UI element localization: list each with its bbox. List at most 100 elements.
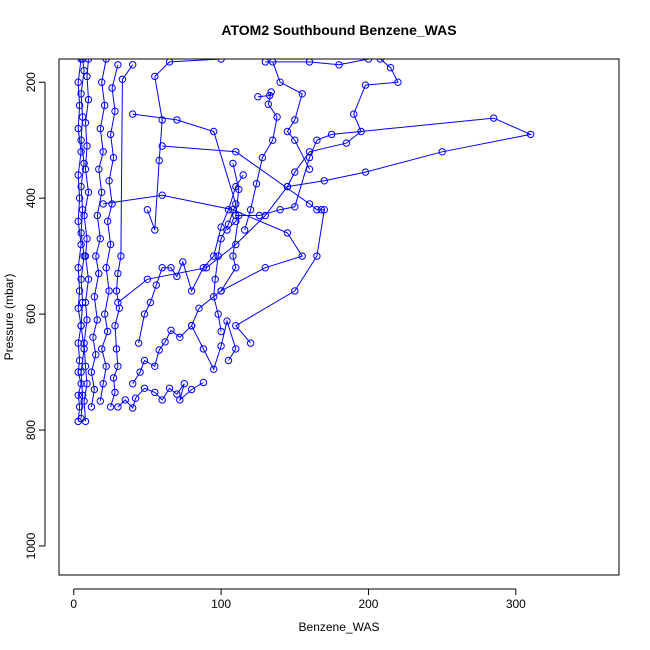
data-point bbox=[187, 287, 196, 295]
data-point bbox=[78, 59, 87, 63]
data-point bbox=[305, 200, 314, 208]
data-point bbox=[151, 72, 159, 81]
data-point bbox=[217, 342, 225, 350]
series-10 bbox=[143, 59, 225, 234]
data-point bbox=[105, 177, 113, 185]
data-point bbox=[313, 136, 321, 144]
data-point bbox=[81, 417, 90, 426]
data-point bbox=[258, 153, 267, 162]
data-point bbox=[217, 287, 225, 295]
data-point bbox=[102, 264, 110, 272]
data-point bbox=[167, 326, 175, 334]
data-point bbox=[269, 59, 277, 66]
series-line bbox=[117, 382, 204, 409]
data-point bbox=[101, 310, 109, 318]
data-point bbox=[111, 322, 119, 330]
series-line bbox=[220, 215, 240, 292]
data-point bbox=[210, 127, 218, 136]
data-point bbox=[77, 322, 85, 330]
series-line bbox=[265, 59, 369, 66]
data-point bbox=[158, 142, 166, 150]
y-tick-label: 1000 bbox=[24, 532, 38, 559]
series-line bbox=[132, 113, 237, 332]
data-point bbox=[81, 119, 90, 127]
series-19 bbox=[217, 211, 243, 295]
data-point bbox=[151, 388, 159, 397]
series-line bbox=[80, 59, 85, 419]
data-point bbox=[83, 380, 91, 388]
data-point bbox=[102, 362, 110, 370]
chart-title: ATOM2 Southbound Benzene_WAS bbox=[221, 22, 456, 38]
data-point bbox=[165, 59, 174, 66]
data-point bbox=[155, 346, 163, 354]
data-point bbox=[103, 327, 112, 336]
data-point bbox=[81, 252, 90, 260]
data-point bbox=[84, 95, 93, 104]
data-point bbox=[155, 156, 163, 165]
data-point bbox=[84, 275, 93, 283]
series-3 bbox=[80, 59, 93, 426]
data-point bbox=[77, 182, 85, 191]
data-point bbox=[276, 78, 284, 86]
data-point bbox=[77, 148, 85, 156]
data-point bbox=[313, 206, 321, 214]
data-point bbox=[327, 130, 336, 139]
data-point bbox=[77, 229, 85, 237]
x-tick-label: 100 bbox=[211, 597, 231, 611]
data-point bbox=[143, 206, 152, 214]
data-point bbox=[235, 211, 243, 220]
series-line bbox=[138, 174, 244, 344]
data-point bbox=[80, 211, 88, 220]
data-point bbox=[264, 100, 272, 108]
x-tick-label: 0 bbox=[70, 597, 77, 611]
data-point bbox=[112, 287, 121, 295]
data-point bbox=[89, 333, 97, 341]
series-line bbox=[132, 319, 237, 384]
series-15 bbox=[158, 142, 328, 347]
data-point bbox=[173, 116, 181, 124]
data-point bbox=[252, 180, 261, 188]
data-point bbox=[161, 338, 169, 346]
data-point bbox=[140, 356, 149, 365]
plot-area bbox=[74, 59, 535, 426]
data-point bbox=[140, 310, 149, 318]
series-line bbox=[272, 61, 310, 170]
data-point bbox=[261, 211, 269, 220]
data-point bbox=[394, 78, 402, 86]
data-point bbox=[99, 200, 107, 208]
data-point bbox=[361, 168, 370, 176]
data-point bbox=[232, 200, 240, 208]
data-point bbox=[151, 226, 159, 234]
data-point bbox=[210, 365, 218, 373]
data-point bbox=[254, 93, 262, 101]
data-point bbox=[111, 107, 119, 115]
data-point bbox=[152, 281, 161, 289]
series-line bbox=[99, 64, 119, 402]
series-4 bbox=[87, 59, 110, 411]
data-point bbox=[223, 226, 231, 234]
data-point bbox=[77, 275, 85, 283]
data-point bbox=[235, 185, 243, 194]
data-point bbox=[112, 345, 121, 353]
data-point bbox=[74, 264, 82, 272]
data-point bbox=[109, 153, 118, 162]
data-point bbox=[83, 142, 91, 150]
data-point bbox=[96, 397, 105, 405]
data-point bbox=[106, 240, 115, 249]
series-line bbox=[244, 91, 278, 231]
data-point bbox=[291, 168, 299, 176]
data-point bbox=[165, 384, 174, 392]
data-point bbox=[83, 235, 91, 243]
data-point bbox=[158, 396, 166, 404]
data-point bbox=[114, 61, 122, 69]
data-point bbox=[108, 84, 116, 92]
data-point bbox=[305, 148, 314, 156]
data-point bbox=[187, 385, 196, 394]
data-point bbox=[77, 90, 85, 98]
data-point bbox=[199, 378, 208, 387]
data-point bbox=[217, 59, 225, 63]
data-point bbox=[87, 368, 96, 376]
data-point bbox=[101, 101, 109, 110]
x-tick-label: 200 bbox=[358, 597, 378, 611]
data-point bbox=[136, 368, 144, 376]
